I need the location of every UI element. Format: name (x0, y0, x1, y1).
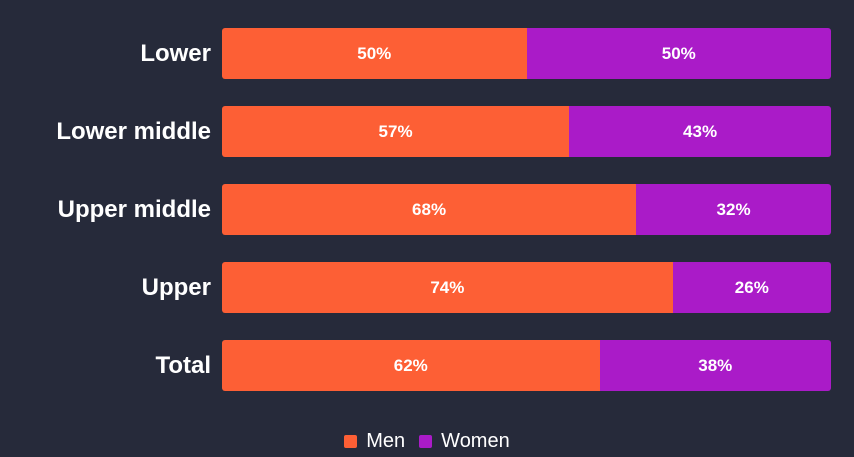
bar-segment-women[interactable]: 50% (526, 28, 831, 79)
legend-label: Men (366, 430, 406, 452)
bar-segment-women[interactable]: 26% (672, 262, 831, 313)
category-label: Lower (140, 40, 211, 67)
bar-row: Upper middle 68% 32% (0, 184, 854, 235)
legend: Men Women (0, 429, 854, 453)
bar-track: 62% 38% (222, 340, 831, 391)
bar-value-label: 43% (683, 121, 718, 141)
category-label: Upper middle (57, 196, 211, 223)
bar-track: 57% 43% (222, 106, 831, 157)
legend-swatch-icon (344, 434, 358, 448)
bar-segment-men[interactable]: 62% (222, 340, 600, 391)
bar-row: Lower 50% 50% (0, 28, 854, 79)
bar-row: Upper 74% 26% (0, 262, 854, 313)
bar-value-label: 57% (378, 121, 413, 141)
legend-label: Women (441, 430, 510, 452)
bar-value-label: 38% (698, 355, 733, 375)
category-label: Lower middle (56, 118, 211, 145)
bar-segment-men[interactable]: 68% (222, 184, 637, 235)
legend-item-men[interactable]: Men (344, 429, 405, 453)
category-label: Total (155, 352, 211, 379)
category-label: Upper (141, 274, 211, 301)
bar-row: Total 62% 38% (0, 340, 854, 391)
bar-track: 68% 32% (222, 184, 831, 235)
bar-segment-men[interactable]: 50% (222, 28, 527, 79)
bar-value-label: 50% (661, 43, 696, 63)
bar-row: Lower middle 57% 43% (0, 106, 854, 157)
bar-track: 74% 26% (222, 262, 831, 313)
bar-segment-women[interactable]: 43% (569, 106, 831, 157)
bar-track: 50% 50% (222, 28, 831, 79)
chart-rows: Lower 50% 50% Lower middle 57% 43% Upper middl… (0, 28, 854, 418)
legend-item-women[interactable]: Women (419, 429, 510, 453)
bar-segment-men[interactable]: 74% (222, 262, 673, 313)
bar-value-label: 32% (716, 199, 751, 219)
bar-value-label: 26% (734, 277, 769, 297)
bar-value-label: 74% (430, 277, 465, 297)
bar-segment-women[interactable]: 32% (636, 184, 831, 235)
bar-value-label: 50% (357, 43, 392, 63)
bar-value-label: 62% (393, 355, 428, 375)
legend-swatch-icon (419, 434, 433, 448)
bar-value-label: 68% (412, 199, 447, 219)
bar-segment-men[interactable]: 57% (222, 106, 570, 157)
bar-segment-women[interactable]: 38% (599, 340, 831, 391)
